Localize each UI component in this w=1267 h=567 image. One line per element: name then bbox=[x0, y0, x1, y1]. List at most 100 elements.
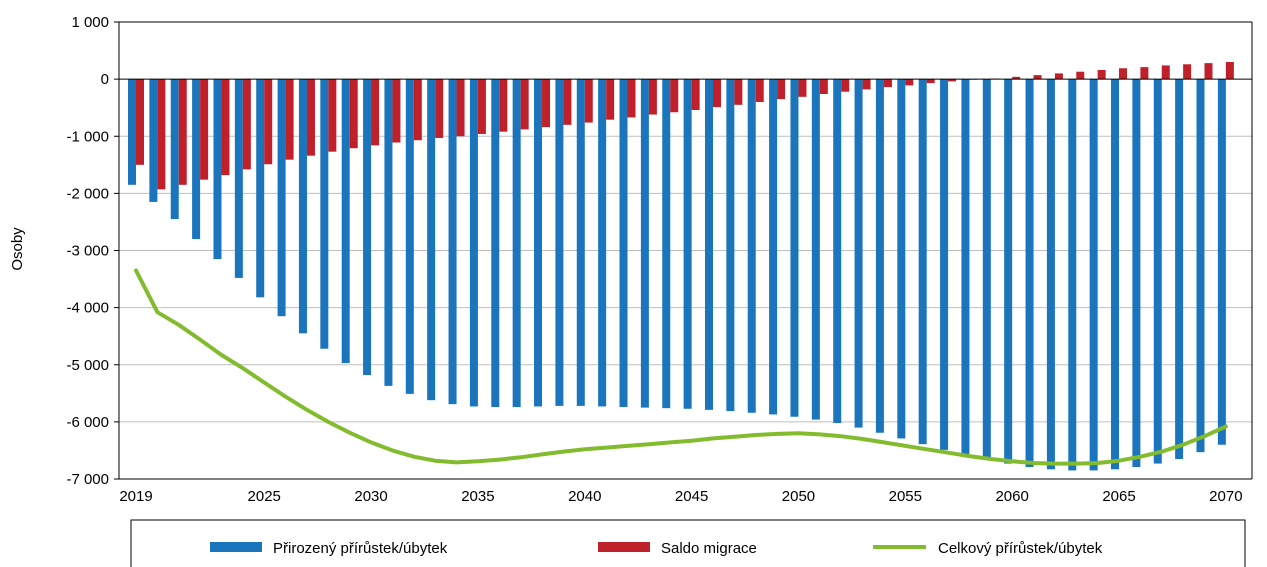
legend: Přirozený přírůstek/úbytek Saldo migrace… bbox=[130, 519, 1246, 567]
bar-migration-2020 bbox=[157, 79, 166, 190]
x-tick-label: 2070 bbox=[1209, 488, 1242, 505]
bar-natural-2037 bbox=[512, 79, 521, 408]
bar-natural-2055 bbox=[897, 79, 906, 439]
bar-migration-2057 bbox=[948, 79, 957, 82]
bar-migration-2039 bbox=[563, 79, 572, 125]
bar-migration-2024 bbox=[242, 79, 251, 170]
bar-natural-2045 bbox=[683, 79, 692, 409]
bar-natural-2067 bbox=[1153, 79, 1162, 464]
bar-migration-2038 bbox=[542, 79, 551, 128]
bar-natural-2039 bbox=[555, 79, 564, 406]
y-tick-label: -5 000 bbox=[66, 357, 109, 374]
bar-migration-2035 bbox=[477, 79, 486, 134]
bar-migration-2031 bbox=[392, 79, 401, 143]
bar-migration-2048 bbox=[755, 79, 764, 102]
bar-migration-2053 bbox=[862, 79, 871, 90]
bar-migration-2051 bbox=[819, 79, 828, 94]
bar-migration-2062 bbox=[1054, 73, 1063, 80]
bar-natural-2030 bbox=[363, 79, 372, 376]
bar-migration-2027 bbox=[306, 79, 315, 156]
x-tick-label: 2035 bbox=[461, 488, 494, 505]
bar-natural-2060 bbox=[1004, 79, 1013, 464]
bar-natural-2020 bbox=[149, 79, 158, 202]
bar-natural-2057 bbox=[940, 79, 949, 450]
x-tick-label: 2019 bbox=[119, 488, 152, 505]
bar-natural-2025 bbox=[256, 79, 265, 298]
bar-natural-2040 bbox=[576, 79, 585, 406]
bar-natural-2068 bbox=[1175, 79, 1184, 460]
bar-migration-2043 bbox=[648, 79, 657, 115]
bar-migration-2028 bbox=[328, 79, 337, 152]
y-tick-label: -6 000 bbox=[66, 414, 109, 431]
bar-migration-2044 bbox=[670, 79, 679, 113]
bar-natural-2043 bbox=[640, 79, 649, 408]
bar-natural-2038 bbox=[534, 79, 543, 407]
bar-natural-2042 bbox=[619, 79, 628, 408]
bar-natural-2031 bbox=[384, 79, 393, 386]
x-tick-label: 2040 bbox=[568, 488, 601, 505]
bar-migration-2041 bbox=[606, 79, 615, 120]
bar-migration-2033 bbox=[435, 79, 444, 138]
bar-natural-2032 bbox=[405, 79, 414, 394]
bar-migration-2064 bbox=[1097, 69, 1106, 80]
bar-migration-2068 bbox=[1183, 64, 1192, 80]
bar-migration-2047 bbox=[734, 79, 743, 105]
y-tick-label: 0 bbox=[101, 71, 109, 88]
bar-migration-2045 bbox=[691, 79, 700, 110]
y-tick-label: -4 000 bbox=[66, 300, 109, 317]
bar-natural-2024 bbox=[234, 79, 243, 278]
y-axis-label: Osoby bbox=[9, 227, 26, 271]
bar-natural-2022 bbox=[192, 79, 201, 240]
x-tick-label: 2050 bbox=[782, 488, 815, 505]
bar-migration-2066 bbox=[1140, 67, 1149, 80]
bar-natural-2035 bbox=[469, 79, 478, 407]
bar-migration-2067 bbox=[1161, 65, 1170, 80]
bar-natural-2062 bbox=[1046, 79, 1055, 470]
y-tick-label: -2 000 bbox=[66, 185, 109, 202]
legend-label-migration: Saldo migrace bbox=[661, 540, 757, 557]
bar-natural-2046 bbox=[704, 79, 713, 410]
axes: 1 000 0 -1 000 -2 000 -3 000 -4 000 -5 000 -6 0… bbox=[66, 14, 1253, 505]
bar-natural-2021 bbox=[170, 79, 179, 220]
total-line-layer bbox=[134, 268, 1228, 466]
bars bbox=[128, 61, 1234, 471]
bar-migration-2046 bbox=[712, 79, 721, 108]
series-line-total bbox=[134, 268, 1228, 466]
x-tick-label: 2045 bbox=[675, 488, 708, 505]
bar-migration-2023 bbox=[221, 79, 230, 176]
bar-natural-2048 bbox=[747, 79, 756, 413]
bar-natural-2053 bbox=[854, 79, 863, 428]
bar-natural-2033 bbox=[427, 79, 436, 401]
legend-swatch-migration bbox=[598, 542, 650, 552]
bar-natural-2059 bbox=[982, 79, 991, 460]
bar-migration-2032 bbox=[413, 79, 422, 141]
bar-migration-2036 bbox=[499, 79, 508, 132]
bar-migration-2056 bbox=[926, 79, 935, 84]
x-tick-label: 2065 bbox=[1102, 488, 1135, 505]
bar-natural-2026 bbox=[277, 79, 286, 317]
bar-natural-2066 bbox=[1132, 79, 1141, 468]
bar-migration-2052 bbox=[841, 79, 850, 92]
bar-migration-2025 bbox=[264, 79, 273, 165]
bar-natural-2065 bbox=[1111, 79, 1120, 470]
x-tick-label: 2055 bbox=[889, 488, 922, 505]
bar-migration-2055 bbox=[905, 79, 914, 86]
bar-migration-2069 bbox=[1204, 63, 1213, 80]
x-tick-label: 2030 bbox=[354, 488, 387, 505]
bar-natural-2027 bbox=[298, 79, 307, 334]
bar-natural-2034 bbox=[448, 79, 457, 405]
bar-natural-2056 bbox=[918, 79, 927, 445]
bar-migration-2063 bbox=[1076, 71, 1085, 80]
bar-migration-2030 bbox=[371, 79, 380, 146]
x-tick-label: 2060 bbox=[995, 488, 1028, 505]
bar-migration-2019 bbox=[136, 79, 144, 165]
bar-natural-2019 bbox=[128, 79, 136, 185]
bar-migration-2042 bbox=[627, 79, 636, 118]
bar-natural-2069 bbox=[1196, 79, 1205, 453]
y-tick-label: 1 000 bbox=[71, 14, 109, 31]
legend-label-total: Celkový přírůstek/úbytek bbox=[938, 540, 1103, 557]
bar-natural-2044 bbox=[662, 79, 671, 409]
bar-natural-2061 bbox=[1025, 79, 1034, 468]
bar-natural-2041 bbox=[598, 79, 607, 407]
